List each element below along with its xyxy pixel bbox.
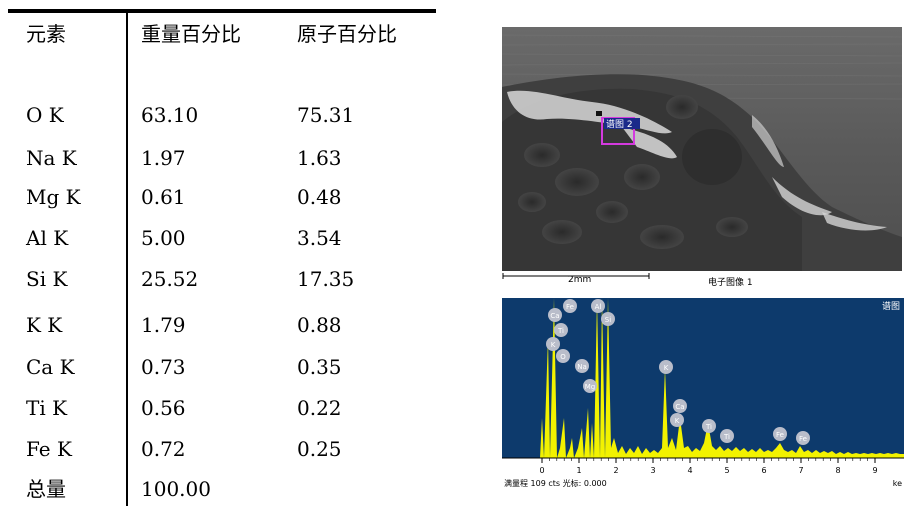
svg-text:Fe: Fe [566, 303, 574, 311]
svg-text:O: O [560, 353, 566, 361]
svg-text:Mg: Mg [585, 383, 595, 391]
x-tick-label: 3 [650, 466, 655, 475]
peak-label: Fe [563, 299, 577, 313]
row-element: Mg K [26, 185, 81, 209]
peak-label: Ti [720, 429, 734, 443]
row-atomic: 17.35 [297, 267, 355, 291]
row-weight: 1.97 [141, 146, 186, 170]
row-element: Ti K [26, 396, 68, 420]
svg-text:Ca: Ca [675, 403, 684, 411]
x-tick-label: 2 [613, 466, 618, 475]
svg-text:Ti: Ti [557, 327, 564, 335]
x-tick-label: 8 [835, 466, 840, 475]
row-element: Al K [26, 226, 69, 250]
sem-image-caption: 电子图像 1 [708, 278, 753, 288]
row-weight: 0.73 [141, 355, 186, 379]
row-atomic: 1.63 [297, 146, 342, 170]
row-atomic: 0.88 [297, 313, 342, 337]
peak-label: K [670, 413, 684, 427]
svg-text:K: K [551, 341, 556, 349]
row-atomic: 0.25 [297, 437, 342, 461]
composition-table: 元素 重量百分比 原子百分比 O K 63.10 75.31 Na K 1.97… [0, 0, 440, 506]
spectrum-region-label: 谱图 2 [606, 118, 633, 130]
svg-text:Ti: Ti [705, 423, 712, 431]
row-element: Si K [26, 267, 68, 291]
row-weight: 25.52 [141, 267, 199, 291]
spectrum-plot-area [502, 298, 904, 458]
row-atomic: 3.54 [297, 226, 342, 250]
peak-label: O [556, 349, 570, 363]
total-value: 100.00 [141, 477, 211, 501]
svg-text:Fe: Fe [776, 431, 784, 439]
spectrum-title: 谱图 [882, 300, 900, 312]
row-element: Ca K [26, 355, 75, 379]
row-element: O K [26, 103, 64, 127]
x-tick-label: 1 [576, 466, 581, 475]
peak-label: Mg [583, 379, 597, 393]
row-weight: 1.79 [141, 313, 186, 337]
x-tick-label: 5 [724, 466, 729, 475]
spectrum-footer: 满量程 109 cts 光标: 0.000 [504, 478, 607, 488]
x-tick-label: 4 [687, 466, 692, 475]
eds-spectrum: Ca Ti K O Fe Na Mg Al Si K Ca K Ti Ti Fe… [502, 298, 904, 488]
peak-label: Fe [773, 427, 787, 441]
svg-text:K: K [675, 417, 680, 425]
svg-text:Na: Na [577, 363, 587, 371]
total-label: 总量 [26, 477, 66, 501]
row-element: K K [26, 313, 63, 337]
peak-label: Na [575, 359, 589, 373]
row-weight: 0.56 [141, 396, 186, 420]
header-weight-percent: 重量百分比 [141, 22, 241, 46]
row-atomic: 0.22 [297, 396, 342, 420]
scale-label: 2mm [568, 275, 592, 285]
x-tick-label: 9 [872, 466, 877, 475]
peak-label: K [659, 360, 673, 374]
header-atomic-percent: 原子百分比 [297, 22, 397, 46]
header-element: 元素 [26, 22, 66, 46]
x-axis: 0 1 2 3 4 5 6 7 8 9 [539, 458, 878, 475]
table-vertical-rule [126, 13, 128, 506]
peak-label: Ti [554, 323, 568, 337]
peak-label: Ti [702, 419, 716, 433]
row-element: Fe K [26, 437, 72, 461]
peak-label: Si [601, 312, 615, 326]
sem-electron-image: 谱图 2 [502, 27, 902, 271]
sem-caption-bar [502, 273, 650, 279]
row-weight: 5.00 [141, 226, 186, 250]
row-atomic: 0.35 [297, 355, 342, 379]
row-weight: 0.61 [141, 185, 186, 209]
svg-text:Si: Si [605, 316, 611, 324]
row-atomic: 0.48 [297, 185, 342, 209]
row-weight: 0.72 [141, 437, 186, 461]
table-top-rule [8, 9, 436, 13]
svg-text:Al: Al [595, 303, 602, 311]
svg-text:Ca: Ca [550, 312, 559, 320]
x-tick-label: 7 [798, 466, 803, 475]
svg-text:Fe: Fe [799, 435, 807, 443]
axis-unit: ke [893, 479, 902, 488]
peak-label: Fe [796, 431, 810, 445]
peak-label: K [546, 337, 560, 351]
svg-text:K: K [664, 364, 669, 372]
peak-label: Ca [673, 399, 687, 413]
x-tick-label: 6 [761, 466, 766, 475]
peak-label: Al [591, 299, 605, 313]
svg-text:Ti: Ti [723, 433, 730, 441]
row-element: Na K [26, 146, 77, 170]
peak-label: Ca [548, 308, 562, 322]
x-tick-label: 0 [539, 466, 544, 475]
row-weight: 63.10 [141, 103, 199, 127]
row-atomic: 75.31 [297, 103, 355, 127]
